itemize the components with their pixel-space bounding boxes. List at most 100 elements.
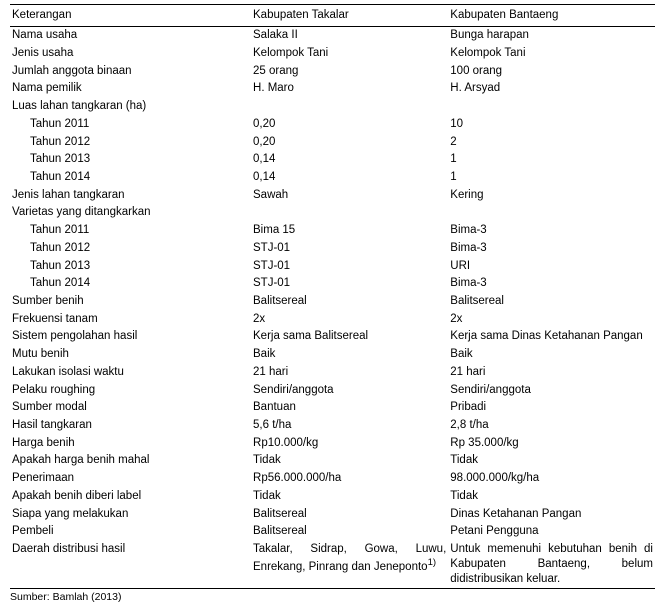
cell-bantaeng: Sendiri/anggota xyxy=(448,381,655,399)
cell-takalar: Baik xyxy=(251,346,448,364)
cell-takalar: Balitsereal xyxy=(251,523,448,541)
cell-takalar: STJ-01 xyxy=(251,239,448,257)
table-row: Sumber benihBalitserealBalitsereal xyxy=(10,293,655,311)
cell-key: Mutu benih xyxy=(10,346,251,364)
cell-bantaeng: 21 hari xyxy=(448,363,655,381)
table-row: Apakah harga benih mahalTidakTidak xyxy=(10,452,655,470)
cell-bantaeng: 2 xyxy=(448,133,655,151)
table-row: Nama usahaSalaka IIBunga harapan xyxy=(10,26,655,44)
cell-takalar: 25 orang xyxy=(251,62,448,80)
cell-takalar: Bantuan xyxy=(251,399,448,417)
cell-key: Nama pemilik xyxy=(10,80,251,98)
cell-key: Apakah benih diberi label xyxy=(10,487,251,505)
cell-bantaeng: Petani Pengguna xyxy=(448,523,655,541)
table-row: Tahun 20140,141 xyxy=(10,168,655,186)
cell-takalar: Kelompok Tani xyxy=(251,44,448,62)
table-row: PenerimaanRp56.000.000/ha98.000.000/kg/h… xyxy=(10,470,655,488)
table-row: Lakukan isolasi waktu21 hari21 hari xyxy=(10,363,655,381)
cell-bantaeng: Dinas Ketahanan Pangan xyxy=(448,505,655,523)
cell-key: Tahun 2013 xyxy=(10,257,251,275)
table-row: Tahun 2012STJ-01Bima-3 xyxy=(10,239,655,257)
cell-bantaeng: Bima-3 xyxy=(448,239,655,257)
data-table: KeteranganKabupaten TakalarKabupaten Ban… xyxy=(10,4,655,589)
table-header-row: KeteranganKabupaten TakalarKabupaten Ban… xyxy=(10,5,655,27)
cell-key: Pelaku roughing xyxy=(10,381,251,399)
table-row: Tahun 20130,141 xyxy=(10,151,655,169)
cell-takalar: Salaka II xyxy=(251,26,448,44)
cell-bantaeng: Balitsereal xyxy=(448,293,655,311)
table-row: Frekuensi tanam2x2x xyxy=(10,310,655,328)
cell-bantaeng: Bima-3 xyxy=(448,222,655,240)
cell-key: Varietas yang ditangkarkan xyxy=(10,204,251,222)
cell-key: Siapa yang melakukan xyxy=(10,505,251,523)
table-row: Jenis lahan tangkaranSawahKering xyxy=(10,186,655,204)
table-row: Jumlah anggota binaan25 orang100 orang xyxy=(10,62,655,80)
cell-bantaeng: Tidak xyxy=(448,452,655,470)
cell-bantaeng: Tidak xyxy=(448,487,655,505)
cell-bantaeng: 2,8 t/ha xyxy=(448,417,655,435)
cell-bantaeng: Kelompok Tani xyxy=(448,44,655,62)
cell-key: Hasil tangkaran xyxy=(10,417,251,435)
cell-key: Daerah distribusi hasil xyxy=(10,541,251,589)
cell-key: Harga benih xyxy=(10,434,251,452)
cell-key: Nama usaha xyxy=(10,26,251,44)
cell-key: Penerimaan xyxy=(10,470,251,488)
cell-bantaeng: 1 xyxy=(448,151,655,169)
table-row: Tahun 2011Bima 15Bima-3 xyxy=(10,222,655,240)
cell-takalar: 21 hari xyxy=(251,363,448,381)
table-header-bantaeng: Kabupaten Bantaeng xyxy=(448,5,655,27)
cell-key: Tahun 2011 xyxy=(10,222,251,240)
table-row: Sumber modalBantuanPribadi xyxy=(10,399,655,417)
footnote-marker: 1) xyxy=(428,557,437,568)
cell-key: Sumber modal xyxy=(10,399,251,417)
cell-bantaeng: Pribadi xyxy=(448,399,655,417)
cell-key: Tahun 2011 xyxy=(10,115,251,133)
cell-takalar: 2x xyxy=(251,310,448,328)
table-row: Siapa yang melakukanBalitserealDinas Ket… xyxy=(10,505,655,523)
table-row: Mutu benihBaikBaik xyxy=(10,346,655,364)
cell-key: Tahun 2014 xyxy=(10,168,251,186)
cell-key: Sistem pengolahan hasil xyxy=(10,328,251,346)
cell-takalar: 5,6 t/ha xyxy=(251,417,448,435)
cell-takalar: Sawah xyxy=(251,186,448,204)
cell-takalar: Rp10.000/kg xyxy=(251,434,448,452)
cell-takalar: 0,20 xyxy=(251,133,448,151)
cell-bantaeng: 1 xyxy=(448,168,655,186)
cell-bantaeng: Rp 35.000/kg xyxy=(448,434,655,452)
cell-takalar: Sendiri/anggota xyxy=(251,381,448,399)
cell-takalar xyxy=(251,204,448,222)
cell-bantaeng xyxy=(448,204,655,222)
table-row-last: Daerah distribusi hasilTakalar, Sidrap, … xyxy=(10,541,655,589)
table-header-takalar: Kabupaten Takalar xyxy=(251,5,448,27)
cell-key: Frekuensi tanam xyxy=(10,310,251,328)
table-row: Luas lahan tangkaran (ha) xyxy=(10,98,655,116)
table-row: Tahun 2014STJ-01Bima-3 xyxy=(10,275,655,293)
table-row: Tahun 20120,202 xyxy=(10,133,655,151)
cell-bantaeng: Untuk memenuhi kebutuhan benih di Kabupa… xyxy=(448,541,655,589)
cell-bantaeng: Kering xyxy=(448,186,655,204)
cell-key: Tahun 2013 xyxy=(10,151,251,169)
cell-bantaeng: H. Arsyad xyxy=(448,80,655,98)
cell-takalar: 0,14 xyxy=(251,151,448,169)
table-row: Harga benihRp10.000/kgRp 35.000/kg xyxy=(10,434,655,452)
table-row: Varietas yang ditangkarkan xyxy=(10,204,655,222)
cell-key: Tahun 2012 xyxy=(10,239,251,257)
cell-key: Tahun 2014 xyxy=(10,275,251,293)
cell-key: Jumlah anggota binaan xyxy=(10,62,251,80)
table-row: Tahun 2013STJ-01URI xyxy=(10,257,655,275)
cell-takalar xyxy=(251,98,448,116)
cell-takalar: 0,14 xyxy=(251,168,448,186)
table-footer-source: Sumber: Bamlah (2013) xyxy=(10,591,655,603)
cell-takalar: H. Maro xyxy=(251,80,448,98)
table-row: Sistem pengolahan hasilKerja sama Balits… xyxy=(10,328,655,346)
cell-key: Jenis usaha xyxy=(10,44,251,62)
cell-takalar: Balitsereal xyxy=(251,505,448,523)
cell-bantaeng: 10 xyxy=(448,115,655,133)
cell-takalar: Tidak xyxy=(251,487,448,505)
cell-bantaeng: 100 orang xyxy=(448,62,655,80)
cell-bantaeng: Kerja sama Dinas Ketahanan Pangan xyxy=(448,328,655,346)
cell-takalar: Rp56.000.000/ha xyxy=(251,470,448,488)
cell-takalar: Bima 15 xyxy=(251,222,448,240)
cell-takalar: 0,20 xyxy=(251,115,448,133)
cell-takalar: Kerja sama Balitsereal xyxy=(251,328,448,346)
